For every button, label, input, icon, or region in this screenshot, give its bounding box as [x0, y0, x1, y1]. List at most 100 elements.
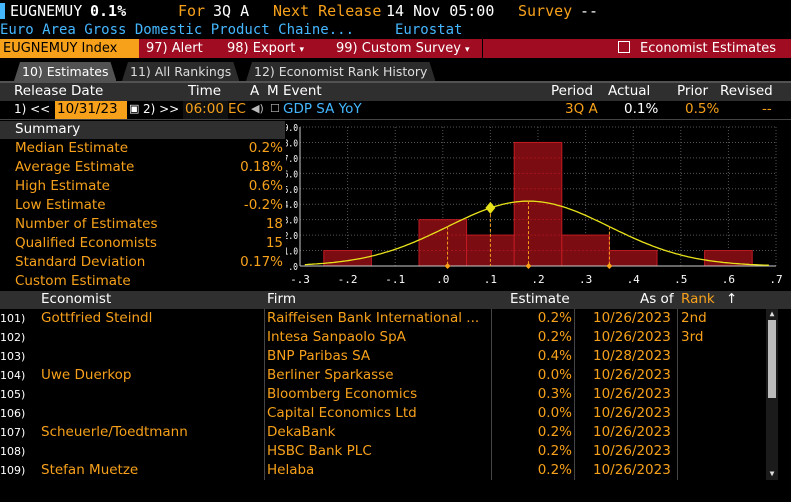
firm-name[interactable]: Helaba — [267, 462, 315, 478]
table-row[interactable]: 106) Capital Economics Ltd 0.0% 10/26/2023 — [0, 405, 765, 424]
chart-bar — [608, 250, 658, 267]
table-row[interactable]: 107) Scheuerle/Toedtmann DekaBank 0.2% 10/26… — [0, 424, 765, 443]
table-scrollbar[interactable]: ▲ ▼ — [766, 309, 778, 480]
rank-value: 2nd — [681, 310, 707, 326]
firm-name[interactable]: Berliner Sparkasse — [267, 367, 394, 383]
next-release-label: Next Release — [273, 2, 382, 20]
table-row[interactable]: 109) Stefan Muetze Helaba 0.2% 10/26/2023 — [0, 462, 765, 481]
estimate-value: 0.0% — [537, 405, 572, 421]
estimate-value: 0.2% — [537, 329, 572, 345]
summary-label: Average Estimate — [15, 159, 135, 175]
chart-x-tick-label: .5 — [674, 273, 687, 286]
row-number[interactable]: 102) — [0, 331, 26, 344]
tab-estimates[interactable]: 10) Estimates — [14, 62, 116, 81]
chart-y-tick-label: 5.0 — [286, 185, 298, 196]
row-number[interactable]: 105) — [0, 388, 26, 401]
summary-row: Standard Deviation 0.17% — [0, 254, 285, 273]
col-release-date: Release Date — [14, 83, 104, 99]
scroll-down-icon[interactable]: ▼ — [769, 469, 775, 478]
estimate-distribution-chart: 9.08.07.06.05.04.03.02.01.0.0-.3-.2-.1.0… — [286, 121, 791, 291]
next-date-button[interactable]: 2) >> — [143, 102, 180, 116]
chart-bar — [418, 219, 468, 267]
firm-name[interactable]: Bloomberg Economics — [267, 386, 418, 402]
tab-economist-rank-history[interactable]: 12) Economist Rank History — [246, 62, 435, 81]
speaker-icon: ◀) — [251, 102, 264, 115]
firm-name[interactable]: Capital Economics Ltd — [267, 405, 417, 421]
chevron-down-icon: ▾ — [299, 45, 304, 55]
alert-button[interactable]: 97) Alert — [146, 41, 203, 56]
open-external-icon — [618, 41, 630, 53]
chart-x-tick-label: .0 — [436, 273, 449, 286]
chart-y-tick-label: 9.0 — [286, 123, 298, 134]
table-row[interactable]: 104) Uwe Duerkop Berliner Sparkasse 0.0% 10/… — [0, 367, 765, 386]
scroll-up-icon[interactable]: ▲ — [769, 309, 775, 318]
row-number[interactable]: 109) — [0, 464, 26, 477]
summary-row: Average Estimate 0.18% — [0, 159, 285, 178]
chart-x-tick-label: .2 — [531, 273, 544, 286]
firm-name[interactable]: Intesa Sanpaolo SpA — [267, 329, 406, 345]
economist-name[interactable]: Scheuerle/Toedtmann — [41, 424, 188, 440]
row-number[interactable]: 103) — [0, 350, 26, 363]
event-name-link[interactable]: GDP SA YoY — [283, 101, 362, 117]
tab-underline — [0, 81, 791, 83]
row-number[interactable]: 107) — [0, 426, 26, 439]
prev-date-button[interactable]: 1) << — [14, 102, 51, 116]
firm-name[interactable]: Raiffeisen Bank International ... — [267, 310, 480, 326]
economist-estimates-button[interactable]: Economist Estimates — [618, 39, 776, 58]
chart-x-tick-label: -.2 — [338, 273, 358, 286]
ticker: EUGNEMUY — [10, 2, 83, 20]
toolbar: EUGNEMUY Index 97) Alert 98) Export ▾ 99… — [0, 39, 791, 58]
table-col-divider — [264, 309, 265, 480]
chart-y-tick-label: 8.0 — [286, 139, 298, 150]
scroll-thumb[interactable] — [768, 320, 776, 398]
row-number[interactable]: 106) — [0, 407, 26, 420]
col-firm[interactable]: Firm — [267, 291, 296, 307]
checkbox-icon[interactable]: ☐ — [270, 102, 280, 115]
sort-arrow-icon[interactable]: ↑ — [726, 291, 738, 307]
summary-row: Median Estimate 0.2% — [0, 140, 285, 159]
economist-name[interactable]: Uwe Duerkop — [41, 367, 132, 383]
table-row[interactable]: 108) HSBC Bank PLC 0.2% 10/26/2023 — [0, 443, 765, 462]
description: Euro Area Gross Domestic Product Chaine.… — [0, 22, 355, 38]
table-row[interactable]: 103) BNP Paribas SA 0.4% 10/28/2023 — [0, 348, 765, 367]
as-of-date: 10/26/2023 — [593, 329, 671, 345]
col-actual: Actual — [608, 83, 651, 99]
economist-estimates-label: Economist Estimates — [640, 41, 776, 56]
toolbar-divider — [482, 39, 483, 58]
event-row: 1) << 10/31/23 ▣ 2) >> 06:00 EC ◀) ☐ GDP… — [0, 101, 791, 120]
as-of-date: 10/26/2023 — [593, 443, 671, 459]
table-row[interactable]: 101) Gottfried Steindl Raiffeisen Bank Int… — [0, 310, 765, 329]
tab-all-rankings[interactable]: 11) All Rankings — [122, 62, 239, 81]
custom-survey-button[interactable]: 99) Custom Survey ▾ — [336, 39, 470, 58]
col-period: Period — [551, 83, 594, 99]
economist-name[interactable]: Stefan Muetze — [41, 462, 139, 478]
summary-value: 0.2% — [248, 140, 283, 156]
firm-name[interactable]: BNP Paribas SA — [267, 348, 371, 364]
col-prior: Prior — [677, 83, 709, 99]
timezone-value: EC — [228, 101, 246, 117]
summary-value: 0.18% — [240, 159, 283, 175]
calendar-icon[interactable]: ▣ — [129, 102, 140, 115]
date-input[interactable]: 10/31/23 — [55, 101, 127, 119]
summary-title: Summary — [15, 121, 81, 137]
firm-name[interactable]: DekaBank — [267, 424, 336, 440]
table-row[interactable]: 102) Intesa Sanpaolo SpA 0.2% 10/26/2023 3rd — [0, 329, 765, 348]
row-number[interactable]: 101) — [0, 312, 26, 325]
table-col-divider — [491, 309, 492, 480]
table-row[interactable]: 105) Bloomberg Economics 0.3% 10/26/2023 — [0, 386, 765, 405]
col-economist[interactable]: Economist — [41, 291, 112, 307]
firm-name[interactable]: HSBC Bank PLC — [267, 443, 372, 459]
chart-marker-mean — [525, 263, 532, 269]
export-button[interactable]: 98) Export ▾ — [227, 39, 304, 58]
col-as-of[interactable]: As of — [640, 291, 674, 307]
economist-name[interactable]: Gottfried Steindl — [41, 310, 153, 326]
row-number[interactable]: 104) — [0, 369, 26, 382]
custom-survey-label: 99) Custom Survey — [336, 41, 461, 56]
col-rank[interactable]: Rank — [681, 291, 715, 307]
row-number[interactable]: 108) — [0, 445, 26, 458]
index-button[interactable]: EUGNEMUY Index — [0, 39, 139, 58]
chart-y-tick-label: .0 — [288, 262, 298, 273]
col-estimate[interactable]: Estimate — [510, 291, 570, 307]
for-label: For — [178, 2, 206, 20]
chart-x-tick-label: -.3 — [290, 273, 310, 286]
